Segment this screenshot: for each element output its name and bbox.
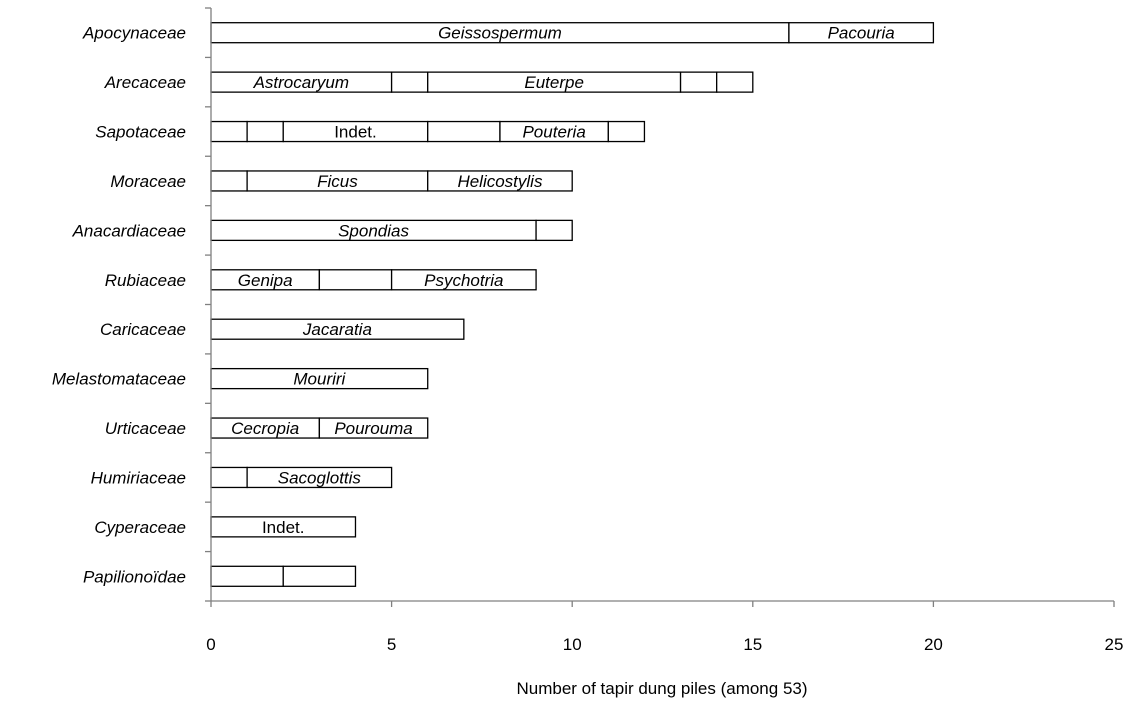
bar-group: Mouriri	[210, 367, 429, 390]
bar-group	[210, 565, 357, 587]
category-label: Sapotaceae	[95, 123, 186, 142]
bar-group: Ficus Helicostylis	[210, 170, 573, 192]
axis-layer: Apocynaceae Arecaceae Sapotaceae Moraceae An…	[52, 7, 1124, 654]
bar-segment-label: Astrocaryum	[253, 73, 349, 92]
x-tick-label: 25	[1105, 635, 1124, 654]
category-label: Urticaceae	[105, 419, 186, 438]
bar-segment	[318, 269, 393, 291]
bar-group: Geissospermum Pacouria	[210, 22, 935, 44]
bar-group: Sacoglottis	[210, 466, 393, 489]
bar-segment	[246, 120, 284, 143]
bar-segment-label: Indet.	[334, 123, 377, 142]
bar-segment	[210, 120, 248, 143]
bar-segment-label: Helicostylis	[457, 172, 543, 191]
x-tick-label: 5	[387, 635, 396, 654]
bar-segment-label: Geissospermum	[438, 24, 562, 43]
bar-segment-label: Euterpe	[524, 73, 584, 92]
x-tick-label: 10	[563, 635, 582, 654]
x-tick-label: 15	[743, 635, 762, 654]
bar-segment-label: Indet.	[262, 518, 305, 537]
category-label: Humiriaceae	[91, 468, 186, 487]
bar-segment-label: Cecropia	[231, 419, 299, 438]
bar-segment-label: Pouteria	[522, 123, 585, 142]
bar-segment-label: Spondias	[338, 221, 409, 240]
x-tick-label: 0	[206, 635, 215, 654]
bar-segment	[390, 269, 537, 291]
bar-group: Indet.	[210, 516, 357, 538]
category-label: Cyperaceae	[94, 518, 186, 537]
x-tick-label: 20	[924, 635, 943, 654]
x-axis-title: Number of tapir dung piles (among 53)	[516, 679, 807, 698]
category-label: Papilionoïdae	[83, 567, 186, 586]
bar-segment-label: Pacouria	[828, 24, 895, 43]
category-label: Arecaceae	[104, 73, 186, 92]
bar-group: Genipa Psychotria	[210, 269, 537, 291]
bar-segment	[427, 170, 573, 192]
bar-group: Indet. Pouteria	[210, 120, 646, 143]
category-label: Apocynaceae	[82, 24, 186, 43]
bar-group: Jacaratia	[210, 318, 465, 340]
bar-segment	[210, 170, 248, 192]
category-label: Moraceae	[110, 172, 186, 191]
bar-segment-label: Sacoglottis	[278, 468, 362, 487]
bar-segment-label: Jacaratia	[302, 320, 372, 339]
bar-segment	[607, 120, 646, 143]
bar-segment-label: Psychotria	[424, 271, 503, 290]
bar-group: Spondias	[210, 219, 573, 242]
bar-segment	[390, 71, 429, 93]
bar-segment	[282, 565, 357, 587]
bar-segment-label: Pourouma	[334, 419, 412, 438]
bar-segment	[318, 417, 429, 439]
bar-group: Cecropia Pourouma	[210, 417, 429, 439]
bar-segment-label: Ficus	[317, 172, 358, 191]
bar-segment	[788, 22, 935, 44]
bar-group: Astrocaryum Euterpe	[210, 71, 754, 93]
bar-segment-label: Mouriri	[293, 370, 346, 389]
bar-segment	[716, 71, 754, 93]
bar-segment	[535, 219, 573, 242]
bar-segment	[246, 466, 393, 489]
bar-segment	[679, 71, 718, 93]
category-label: Rubiaceae	[105, 271, 186, 290]
category-label: Melastomataceae	[52, 370, 186, 389]
category-label: Caricaceae	[100, 320, 186, 339]
bar-segment	[210, 565, 284, 587]
bars-layer: Geissospermum Pacouria Astrocaryum Euterpe I…	[210, 22, 935, 587]
bar-segment	[427, 120, 501, 143]
bar-segment-label: Genipa	[238, 271, 293, 290]
bar-segment	[210, 466, 248, 489]
category-label: Anacardiaceae	[72, 221, 186, 240]
